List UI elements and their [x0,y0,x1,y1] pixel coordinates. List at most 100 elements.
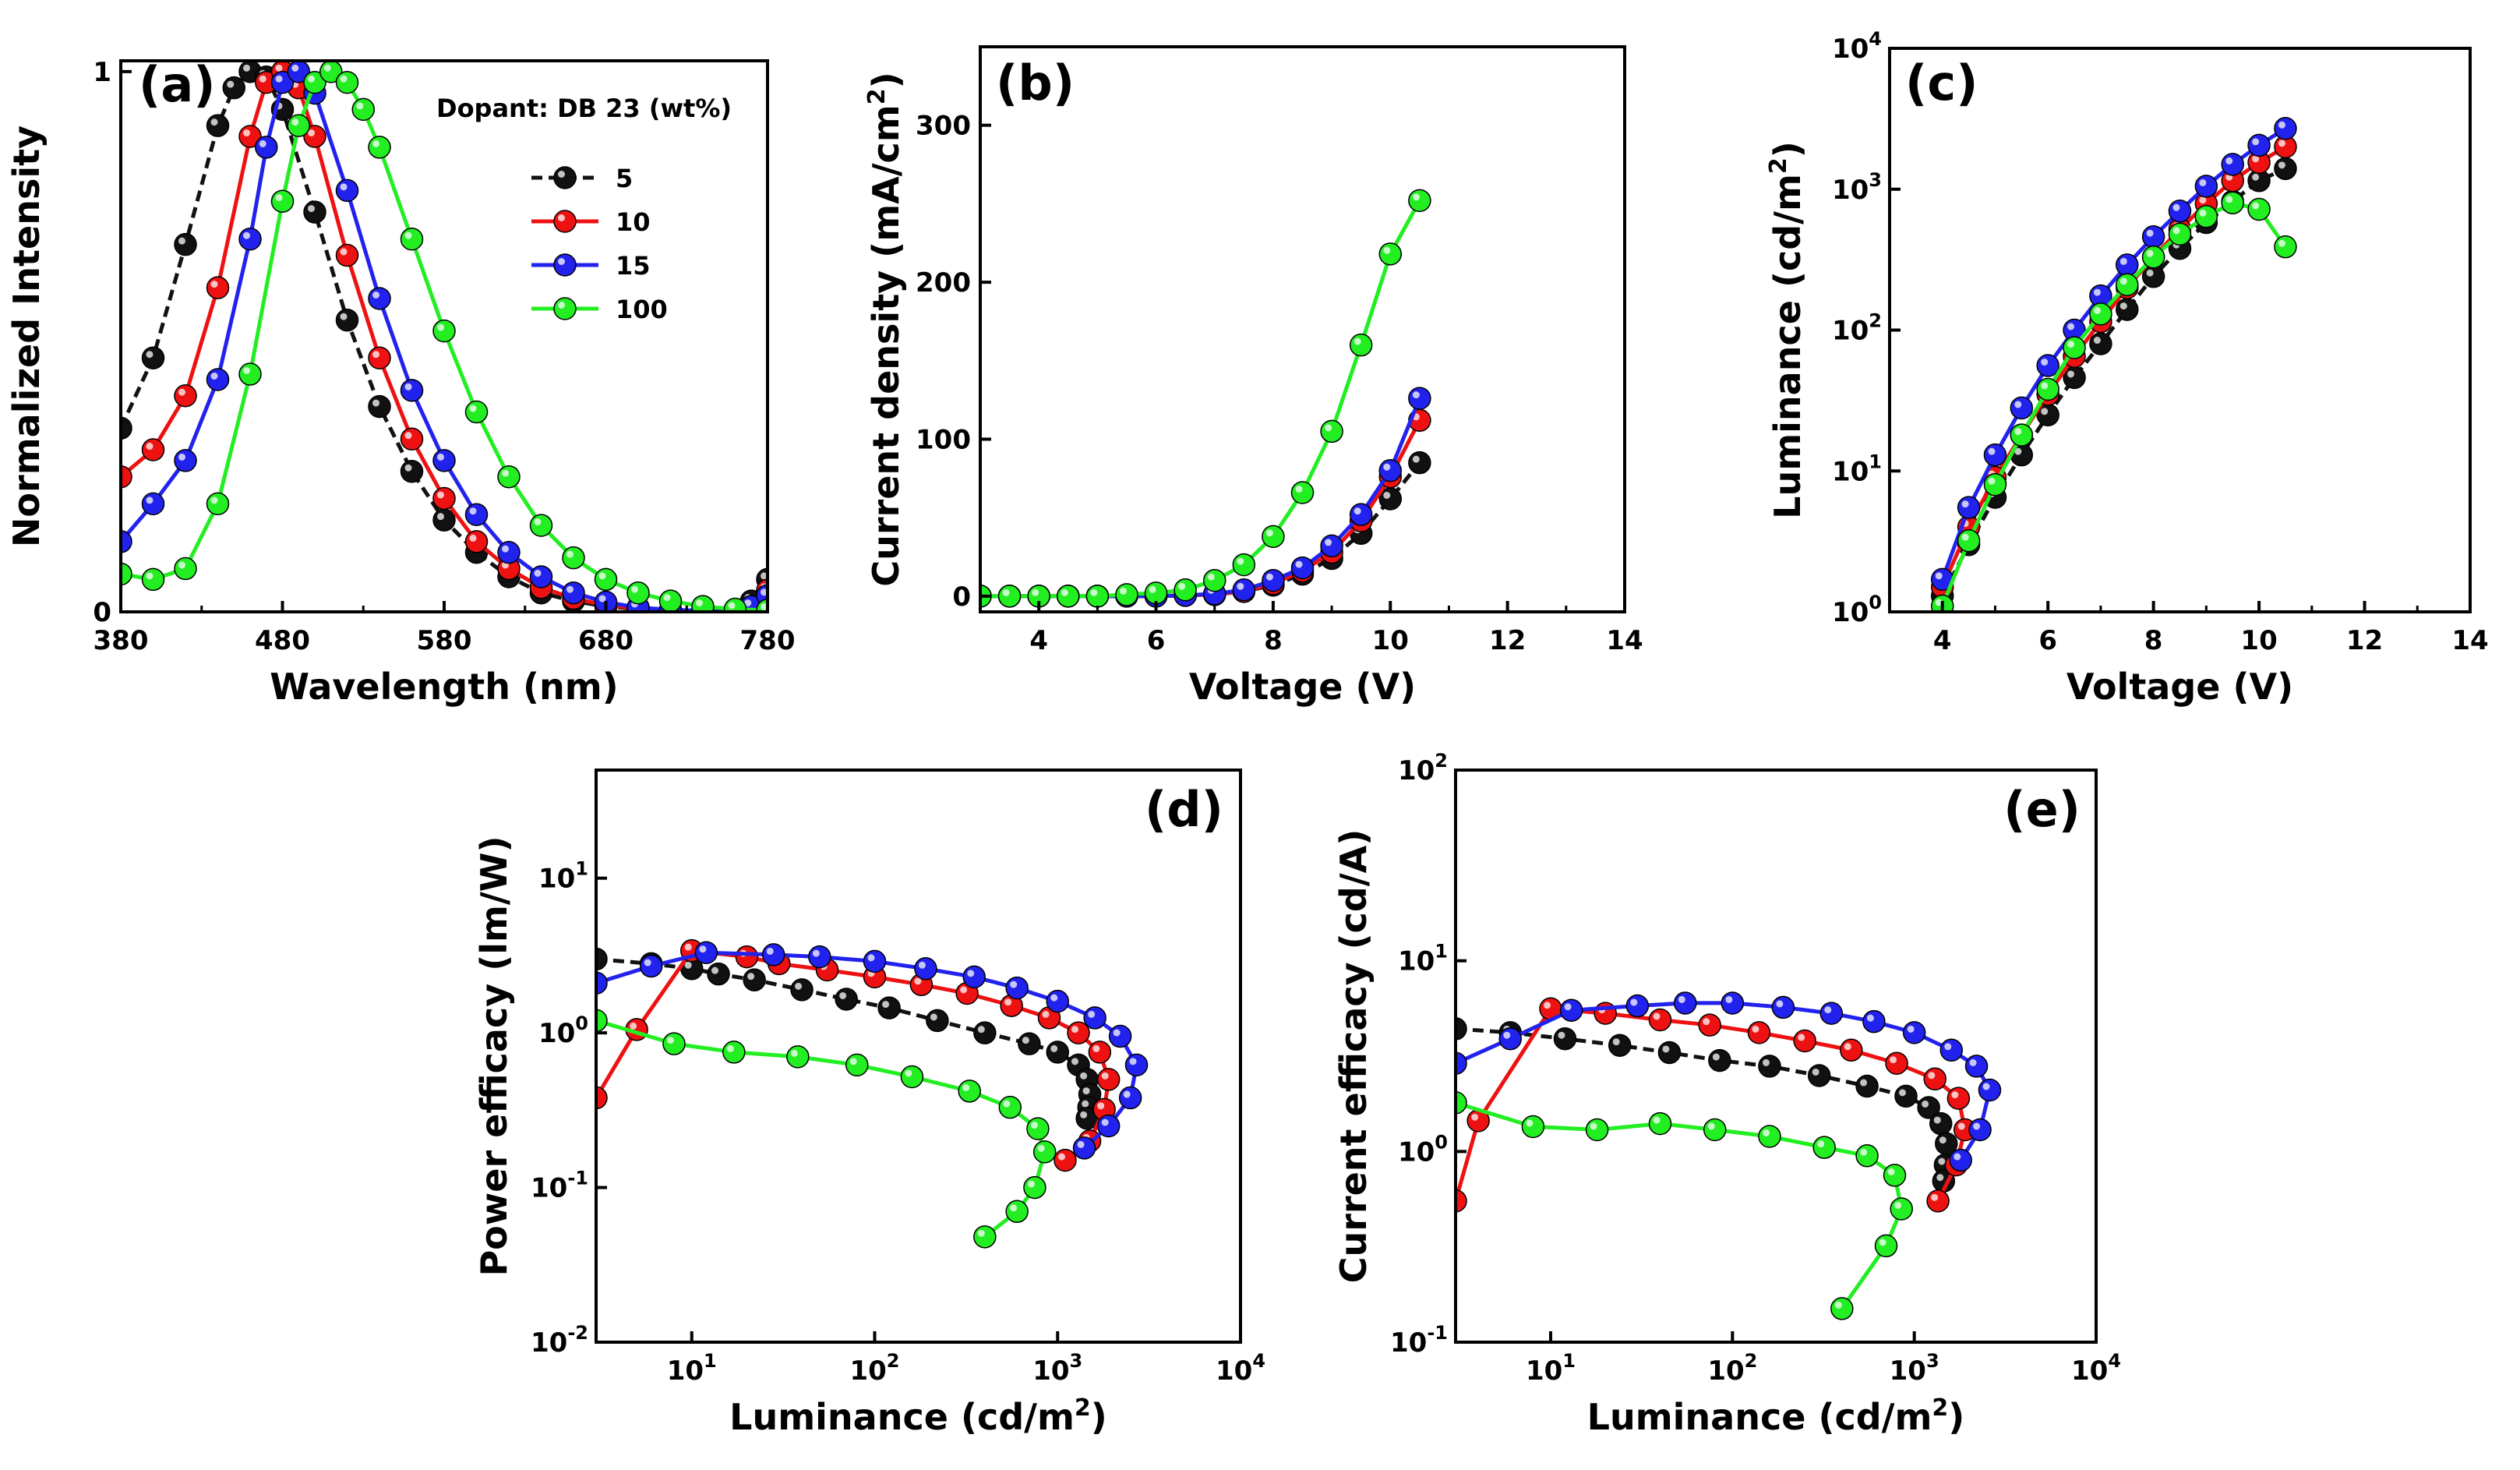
data-point [2010,396,2034,420]
x-tick-label: 10 [1372,625,1409,656]
data-point [2141,224,2165,249]
point-highlight [839,991,847,999]
data-point [1812,1136,1836,1159]
data-point [497,541,521,564]
legend: Dopant: DB 23 (wt%) 5 10 15 100 [436,94,732,324]
point-highlight [1295,485,1303,493]
point-highlight [790,1049,798,1057]
point-highlight [210,281,218,288]
point-highlight [259,75,266,83]
x-axis-label: Voltage (V) [1189,666,1416,708]
data-point [1923,1067,1947,1091]
point-highlight [1898,1089,1906,1097]
data-point [2036,354,2059,377]
point-highlight [1037,1144,1045,1152]
point-highlight [1860,1148,1868,1156]
x-tick-label: 8 [1264,625,1283,656]
data-point [722,1041,746,1064]
point-highlight [340,183,348,191]
point-highlight [437,513,444,521]
data-point [1625,994,1650,1018]
data-point [2010,423,2034,447]
point-highlight [146,572,154,580]
data-point [1096,1068,1121,1091]
data-point [2116,298,2139,321]
data-point [835,988,858,1011]
point-highlight [1988,477,1996,485]
data-point [1144,581,1168,605]
data-point [400,427,424,451]
data-point [626,581,650,605]
point-highlight [243,367,250,375]
point-highlight [1010,981,1018,988]
point-highlight [1890,1056,1897,1064]
data-point [1648,1111,1672,1136]
data-point [1067,1021,1090,1044]
data-point [1456,1189,1467,1213]
data-point [368,394,391,419]
series-line-100 [980,200,1422,599]
data-point [723,597,747,612]
data-point [2089,332,2112,355]
point-highlight [1922,1100,1929,1108]
point-highlight [1088,1010,1096,1018]
point-highlight [1590,1122,1597,1130]
data-point [1874,1234,1898,1258]
point-highlight [2278,161,2285,169]
legend-title: Dopant: DB 23 (wt%) [436,94,732,123]
point-highlight [1725,995,1733,1003]
point-highlight [2014,428,2022,436]
point-highlight [1237,582,1244,590]
point-highlight [1817,1140,1825,1148]
x-axis-label: Luminance (cd/m2) [729,1394,1107,1438]
point-highlight [2041,359,2049,366]
point-highlight [210,372,218,380]
point-highlight [728,602,736,610]
x-tick-label: 480 [255,625,310,656]
data-point [1674,991,1697,1015]
point-highlight [291,64,299,72]
data-point [1978,1078,2002,1102]
data-point [1378,459,1403,482]
data-point [596,1009,608,1033]
legend-swatch-marker [553,253,577,277]
data-point [1262,525,1285,549]
point-highlight [1558,1031,1565,1039]
legend-entry-10: 10 [616,207,651,237]
data-point [1408,451,1431,475]
point-highlight [1101,1118,1109,1126]
point-highlight [372,291,379,299]
point-highlight [696,599,703,607]
point-highlight [437,453,444,461]
series-line-100 [1456,1101,1904,1310]
data-point [1072,1136,1096,1160]
data-point [1585,1118,1609,1142]
legend-entry-5: 5 [616,164,633,193]
data-point [1946,1087,1971,1110]
y-tick-label: 102 [1832,310,1882,347]
point-highlight [469,507,477,515]
point-highlight [2093,288,2101,296]
data-point [1018,1032,1041,1055]
data-point [900,1065,924,1089]
data-point [1174,578,1197,602]
data-point [662,1032,686,1055]
data-point [2194,175,2218,198]
data-point [1088,1041,1112,1064]
point-highlight [340,75,348,83]
data-point [1553,1027,1577,1051]
data-point [562,546,585,570]
point-highlight [1050,994,1058,1002]
point-highlight [1030,1122,1038,1129]
point-highlight [227,80,235,88]
point-highlight [372,140,379,147]
point-highlight [1894,1201,1902,1209]
point-highlight [1678,995,1685,1003]
y-tick-label: 100 [916,424,971,455]
data-point [1290,556,1315,580]
plot-area [1456,991,2002,1320]
data-point [121,416,132,440]
point-highlight [1010,1204,1018,1212]
panel-e: 101 102 103 104 10-1 100 101 102 Luminance (cd/m… [1332,750,2121,1438]
point-highlight [566,585,574,593]
